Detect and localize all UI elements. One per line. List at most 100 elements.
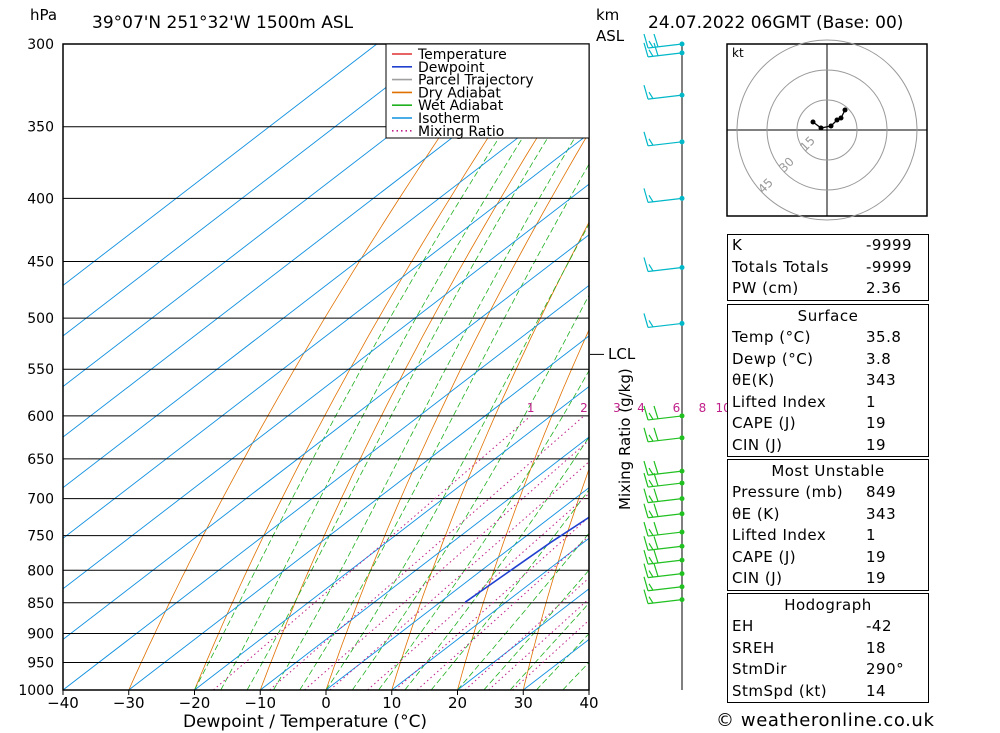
- wind-barb-feather: [648, 320, 654, 328]
- isotherm-line: [63, 44, 443, 337]
- wet-adiabat-line: [246, 70, 589, 690]
- asl-label: ASL: [596, 27, 625, 45]
- legend-label: Wet Adiabat: [418, 98, 504, 114]
- wind-barb-shaft: [647, 586, 683, 592]
- km-label: km: [596, 6, 619, 24]
- wind-barb-shaft: [647, 415, 683, 421]
- index-row-k: K -9999: [732, 236, 913, 254]
- wind-barb-feather: [643, 405, 649, 421]
- wind-barb-feather: [648, 596, 654, 604]
- wind-barb-feather: [648, 195, 654, 203]
- legend-label: Parcel Trajectory: [418, 73, 534, 89]
- mu-row-li: Lifted Index 1: [732, 526, 877, 544]
- wind-barb-feather: [653, 536, 659, 550]
- wind-barb-feather: [648, 556, 654, 564]
- pressure-tick-label: 900: [27, 627, 54, 643]
- hodograph-point: [828, 123, 834, 129]
- legend-label: Mixing Ratio: [418, 124, 504, 140]
- wind-barb-feather: [643, 131, 649, 146]
- isotherm-line: [194, 385, 589, 690]
- mixing-ratio-line: [329, 461, 589, 690]
- mixing-ratio-label: 1: [527, 401, 535, 415]
- mixing-ratio-label: 3: [613, 401, 621, 415]
- wind-barb-feather: [648, 510, 654, 518]
- wind-barb-feather: [643, 563, 649, 578]
- wind-barb-shaft: [647, 141, 683, 147]
- wind-barb-feather: [643, 84, 649, 100]
- isotherm-line: [391, 537, 589, 690]
- wind-barb-feather: [653, 472, 659, 487]
- wind-barb-shaft: [647, 43, 683, 49]
- credit-link[interactable]: © weatheronline.co.uk: [716, 710, 935, 731]
- pressure-tick-label: 1000: [18, 683, 54, 699]
- wind-barb-feather: [643, 549, 649, 565]
- wind-barb-feather: [648, 91, 654, 99]
- mixing-ratio-line: [394, 516, 589, 690]
- wind-barb-feather: [643, 536, 649, 551]
- wind-barb-shaft: [647, 197, 683, 203]
- temperature-tick-label: −40: [47, 694, 79, 712]
- temperature-tick-label: −10: [244, 694, 276, 712]
- wind-barb-feather: [653, 427, 659, 441]
- mixing-ratio-line: [488, 598, 589, 690]
- temperature-tick-label: 0: [321, 694, 331, 712]
- wind-barb-shaft: [647, 573, 683, 579]
- isotherm-line: [63, 183, 589, 590]
- wet-adiabat-line: [273, 113, 589, 690]
- temperature-tick-label: 20: [448, 694, 467, 712]
- mu-row-cape: CAPE (J) 19: [732, 547, 887, 566]
- wind-barb-feather: [648, 264, 654, 272]
- wind-barb-feather: [653, 521, 659, 536]
- dry-adiabat-line: [918, 44, 1000, 690]
- isotherm-line: [63, 133, 589, 539]
- wind-barb-shaft: [647, 322, 683, 329]
- surface-row-cape: CAPE (J) 19: [732, 414, 887, 432]
- hodograph-ring: [736, 39, 918, 221]
- wind-barb-feather: [653, 549, 659, 564]
- wind-barb-shaft: [647, 599, 683, 605]
- location-text: 39°07'N 251°32'W 1500m ASL: [92, 13, 354, 33]
- wind-barb-feather: [648, 434, 654, 442]
- surface-row-temp: Temp (°C) 35.8: [732, 328, 902, 346]
- wind-barb-feather: [653, 405, 659, 419]
- wind-barb-feather: [653, 460, 659, 475]
- hodograph-point: [818, 125, 824, 131]
- wind-barb-shaft: [647, 52, 683, 58]
- mixing-ratio-label: 6: [673, 401, 681, 415]
- pressure-tick-label: 850: [27, 596, 54, 612]
- pressure-tick-label: 500: [27, 311, 54, 327]
- pressure-tick-label: 400: [27, 191, 54, 207]
- wind-barb-shaft: [647, 482, 683, 488]
- mixing-ratio-line: [269, 415, 585, 690]
- wind-barb-feather: [648, 570, 654, 578]
- wind-barb-feather: [643, 576, 649, 591]
- pressure-tick-label: 450: [27, 255, 54, 271]
- wet-adiabat-line: [325, 223, 589, 690]
- dry-adiabat-line: [522, 467, 589, 690]
- pressure-tick-label: 700: [27, 492, 54, 508]
- wind-barb-feather: [643, 257, 649, 272]
- dry-adiabat-line: [984, 44, 1000, 690]
- wind-barb-feather: [643, 521, 649, 537]
- temperature-tick-label: −20: [179, 694, 211, 712]
- wind-barb-feather: [648, 495, 654, 503]
- hpa-label: hPa: [30, 6, 57, 24]
- isotherm-line: [128, 335, 589, 690]
- wind-barb-feather: [643, 33, 649, 49]
- hodo-row-stmdir: StmDir 290°: [732, 660, 905, 678]
- mixing-ratio-line: [464, 577, 589, 690]
- mixing-ratio-line: [512, 619, 589, 690]
- wet-adiabat-line: [430, 489, 589, 690]
- temperature-tick-label: −30: [113, 694, 145, 712]
- pressure-tick-label: 950: [27, 656, 54, 672]
- wind-barb-feather: [643, 427, 649, 442]
- wind-barb-feather: [648, 40, 654, 48]
- isotherm-line: [259, 436, 589, 690]
- legend-label: Isotherm: [418, 111, 480, 127]
- wind-barb-feather: [648, 412, 654, 420]
- hodograph-point: [834, 117, 840, 123]
- isotherm-line: [63, 44, 509, 388]
- legend-label: Dewpoint: [418, 60, 485, 76]
